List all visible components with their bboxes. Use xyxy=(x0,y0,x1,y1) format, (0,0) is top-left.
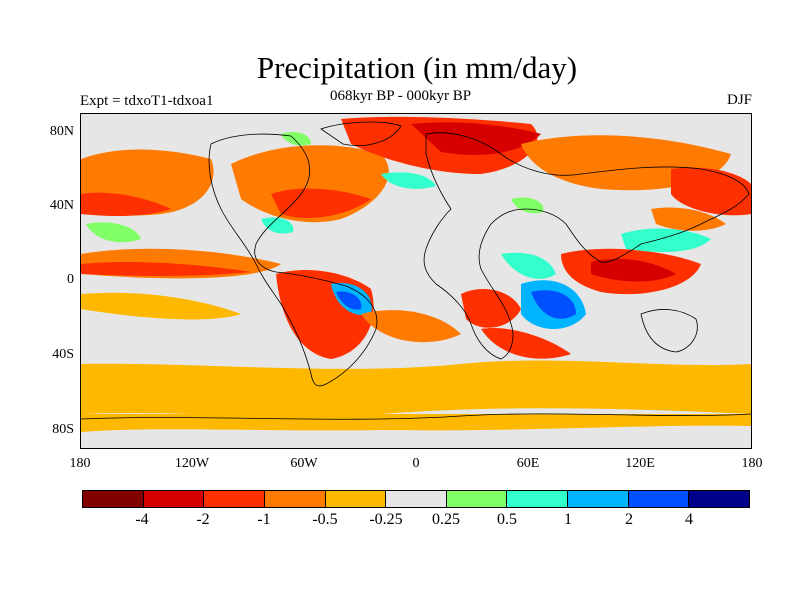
field-patch xyxy=(336,291,362,310)
plot-title: Precipitation (in mm/day) xyxy=(256,50,578,85)
field-patch xyxy=(81,261,251,277)
lat-label: 40N xyxy=(49,198,74,213)
field-patch xyxy=(481,328,571,359)
season-label: DJF xyxy=(726,92,752,108)
colorbar-swatch xyxy=(204,491,265,507)
field-patch xyxy=(261,217,294,234)
lat-label: 80S xyxy=(52,422,74,437)
field-patch xyxy=(531,290,576,319)
colorbar-swatch xyxy=(568,491,629,507)
precipitation-map xyxy=(80,113,752,449)
lon-label: 120E xyxy=(625,456,655,471)
colorbar-swatch xyxy=(143,491,205,507)
colorbar-swatch xyxy=(689,491,750,507)
field-patch xyxy=(86,222,141,243)
colorbar-swatch xyxy=(264,491,326,507)
colorbar-label: -2 xyxy=(196,511,210,528)
colorbar-swatch xyxy=(507,491,569,507)
lon-label: 60W xyxy=(290,456,318,471)
field-patch xyxy=(271,188,371,219)
lon-label: 0 xyxy=(412,456,420,471)
colorbar-label: -0.25 xyxy=(369,511,403,528)
lat-label: 40S xyxy=(52,347,74,362)
field-patch xyxy=(81,360,751,416)
field-patch xyxy=(381,172,436,189)
lat-label: 80N xyxy=(49,124,74,139)
field-patch xyxy=(651,207,726,231)
lon-label: 60E xyxy=(516,456,540,471)
map-field xyxy=(81,114,751,448)
colorbar-label: 4 xyxy=(685,511,693,528)
colorbar-label: -1 xyxy=(257,511,271,528)
colorbar-swatch xyxy=(83,491,144,507)
colorbar-swatch xyxy=(325,491,387,507)
field-patch xyxy=(671,167,751,216)
period-label: 068kyr BP - 000kyr BP xyxy=(330,88,472,104)
field-patch xyxy=(501,252,556,279)
lon-label: 120W xyxy=(174,456,210,471)
field-patch xyxy=(411,122,541,155)
colorbar-swatch xyxy=(386,491,447,507)
colorbar-label: -4 xyxy=(135,511,149,528)
field-patch xyxy=(461,289,521,328)
field-patch xyxy=(621,228,711,252)
colorbar-label: 0.5 xyxy=(497,511,517,528)
colorbar xyxy=(82,490,750,508)
lon-label: 180 xyxy=(741,456,763,471)
colorbar-label: 0.25 xyxy=(432,511,460,528)
field-patch xyxy=(81,292,241,320)
field-patch xyxy=(361,310,461,343)
coastlines xyxy=(81,121,751,420)
colorbar-label: 1 xyxy=(564,511,572,528)
field-patch xyxy=(591,258,676,282)
colorbar-label: 2 xyxy=(625,511,633,528)
colorbar-swatch xyxy=(446,491,508,507)
lat-label: 0 xyxy=(67,272,74,287)
field-patch xyxy=(81,192,171,217)
lon-label: 180 xyxy=(69,456,91,471)
colorbar-swatch xyxy=(628,491,690,507)
colorbar-label: -0.5 xyxy=(312,511,338,528)
experiment-label: Expt = tdxoT1-tdxoa1 xyxy=(80,93,214,109)
